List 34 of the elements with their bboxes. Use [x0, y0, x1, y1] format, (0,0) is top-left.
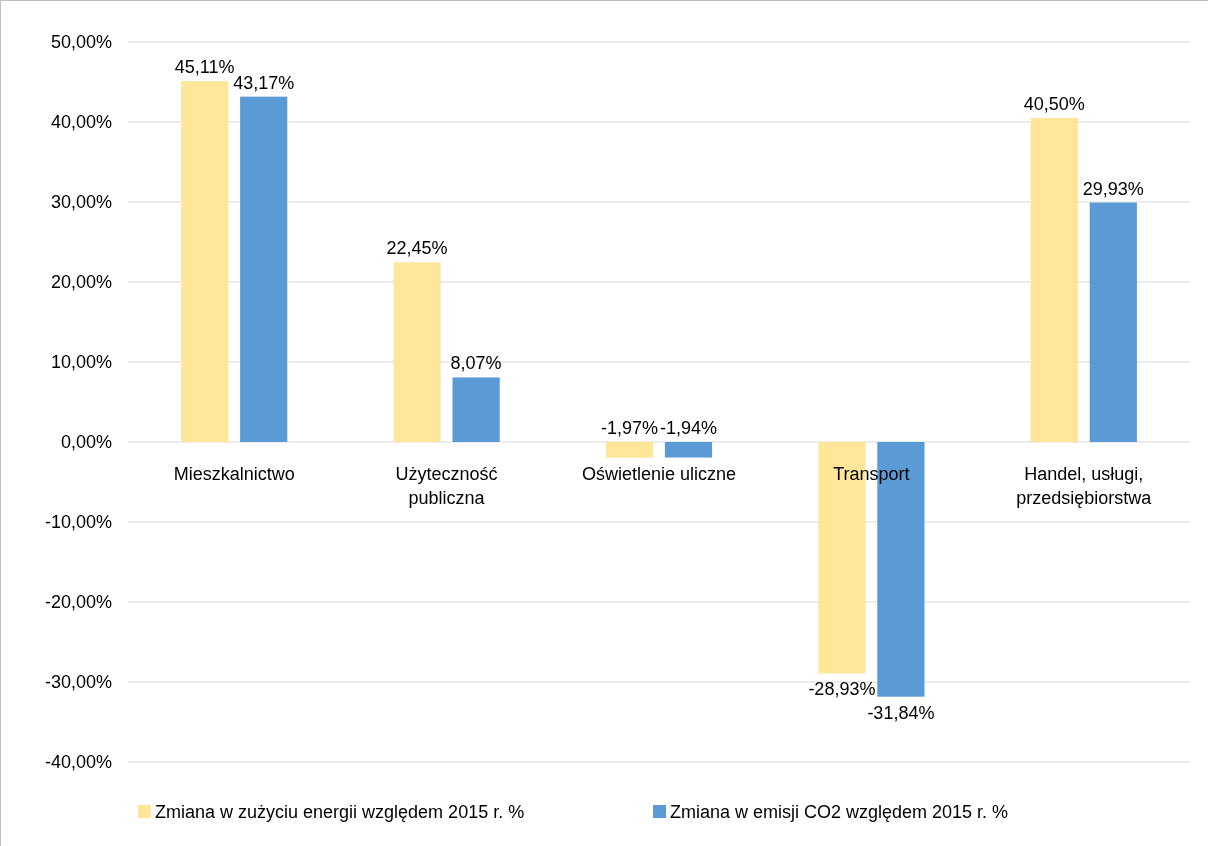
bar [605, 442, 654, 458]
data-label: 43,17% [233, 72, 295, 93]
y-tick-label: 0,00% [60, 432, 112, 452]
data-label: 40,50% [1023, 94, 1085, 114]
x-tick-label: Handel, usługi, przedsiębiorstwa [1016, 464, 1153, 508]
legend-label: Zmiana w emisji CO2 względem 2015 r. % [670, 802, 1009, 822]
x-tick-label: Oświetlenie uliczne [581, 464, 737, 484]
x-tick-label: Mieszkalnictwo [173, 464, 295, 484]
y-tick-label: 50,00% [50, 32, 112, 52]
data-label: 22,45% [386, 238, 448, 259]
y-tick-label: 40,00% [50, 112, 112, 132]
data-label: 29,93% [1082, 178, 1144, 199]
data-label: 45,11% [174, 57, 235, 78]
bar [1089, 202, 1137, 442]
bar [452, 377, 500, 442]
bar [1030, 118, 1078, 442]
data-label: -1,97% [600, 418, 659, 438]
data-label: 8,07% [450, 353, 502, 374]
y-tick-label: 10,00% [50, 352, 112, 372]
bar [181, 81, 229, 442]
y-tick-label: -10,00% [44, 512, 112, 532]
y-tick-label: -30,00% [44, 672, 112, 692]
bar [664, 442, 713, 458]
bar [240, 96, 288, 442]
y-tick-label: 30,00% [50, 192, 112, 212]
data-label: -1,94% [659, 418, 718, 438]
y-tick-label: -20,00% [44, 592, 112, 612]
y-tick-label: -40,00% [44, 752, 112, 772]
y-tick-label: 20,00% [50, 272, 112, 292]
x-tick-label: Użyteczność publiczna [395, 464, 498, 508]
bar [393, 262, 441, 442]
data-label: -31,84% [867, 702, 935, 723]
data-label: -28,93% [808, 679, 876, 700]
legend-label: Zmiana w zużyciu energii względem 2015 r. % [155, 802, 525, 822]
